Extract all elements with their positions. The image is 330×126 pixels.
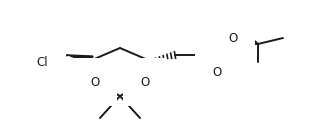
Polygon shape — [68, 55, 93, 64]
Text: O: O — [213, 66, 222, 78]
Text: O: O — [90, 75, 100, 88]
Text: O: O — [228, 33, 238, 45]
Text: O: O — [140, 75, 149, 88]
Text: Cl: Cl — [36, 55, 48, 69]
